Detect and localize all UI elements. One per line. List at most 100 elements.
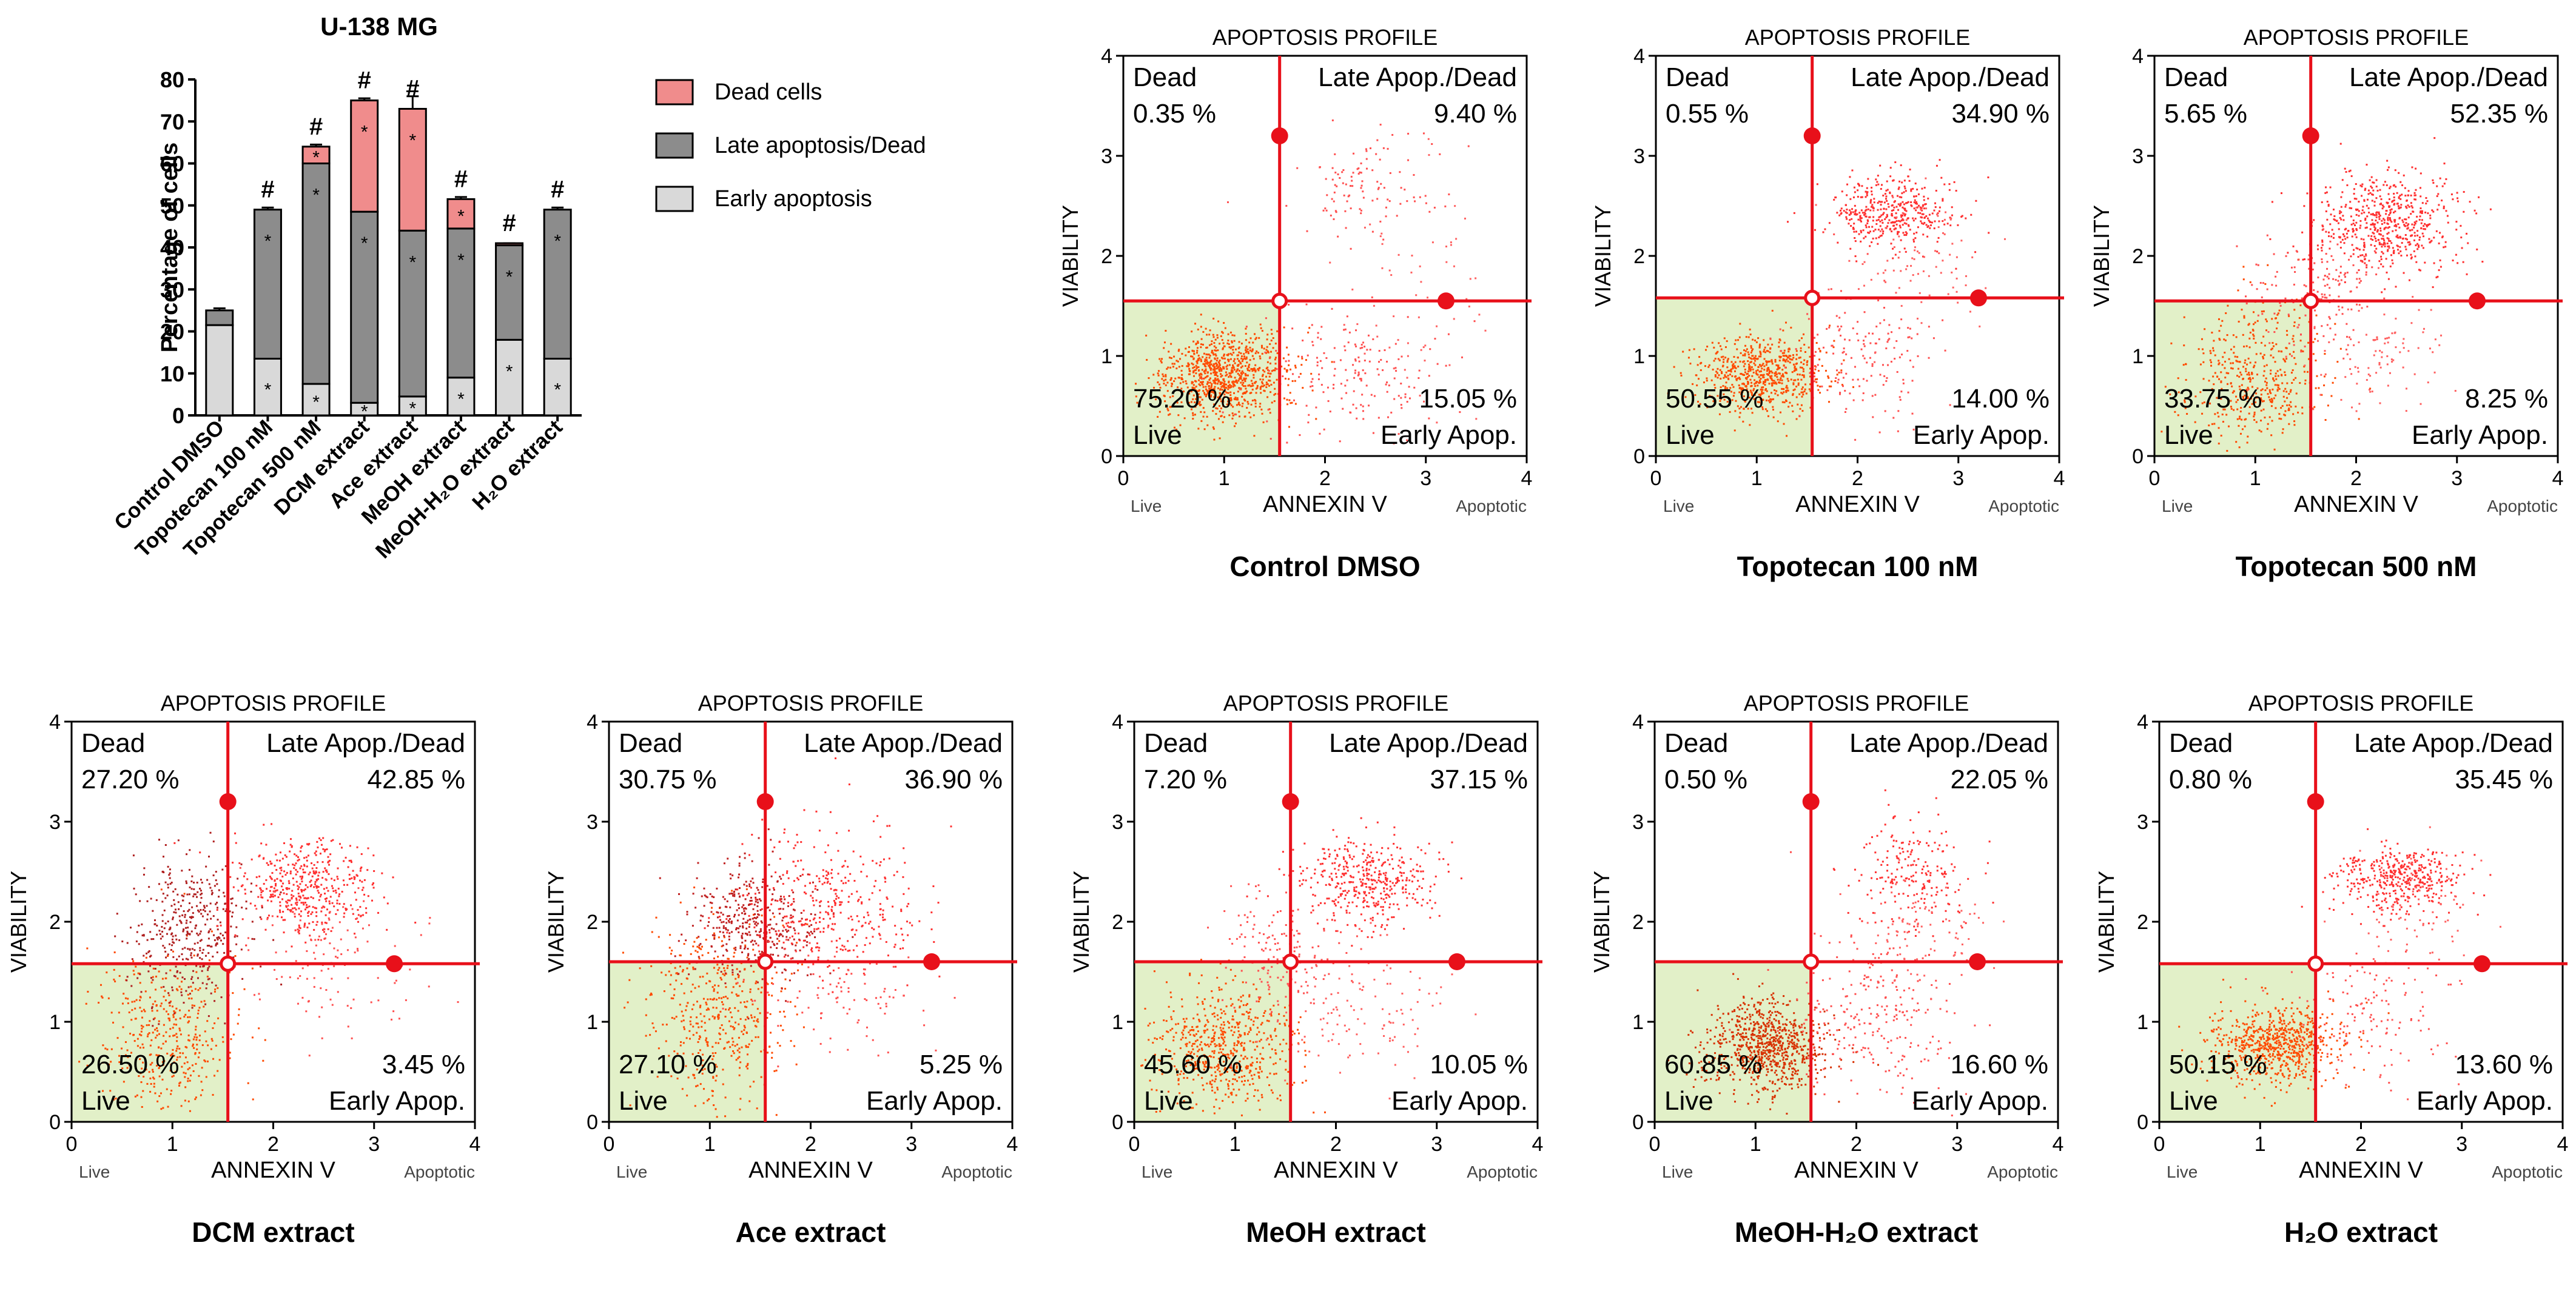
bar-significance-mark: * — [361, 402, 368, 422]
cell-event — [1157, 381, 1159, 383]
cell-event — [1184, 417, 1186, 419]
cell-event — [2455, 229, 2457, 230]
cell-event — [1885, 198, 1887, 200]
cell-event — [1182, 365, 1183, 367]
cell-event — [2363, 242, 2365, 244]
cell-event — [1762, 375, 1764, 377]
cell-event — [1290, 369, 1291, 371]
cell-event — [1243, 353, 1245, 355]
cell-event — [1908, 337, 1909, 338]
cell-event — [1864, 311, 1866, 313]
cell-event — [1232, 406, 1234, 407]
cell-event — [331, 930, 332, 932]
cell-event — [1290, 392, 1291, 394]
cell-event — [2279, 388, 2281, 390]
cell-event — [1267, 361, 1269, 363]
cell-event — [343, 884, 345, 886]
cell-event — [1863, 343, 1865, 345]
cell-event — [2257, 320, 2259, 322]
cell-event — [1817, 334, 1818, 335]
cell-event — [162, 936, 164, 937]
cell-event — [1276, 368, 1278, 370]
cell-event — [1360, 163, 1362, 164]
cell-event — [1841, 363, 1843, 365]
cell-event — [212, 1040, 214, 1042]
cell-event — [1221, 375, 1223, 377]
cell-event — [1262, 369, 1264, 371]
cell-event — [2291, 355, 2293, 357]
cell-event — [183, 1016, 185, 1018]
cell-event — [1320, 338, 1322, 340]
cell-event — [2280, 305, 2282, 307]
cell-event — [2423, 247, 2424, 249]
cell-event — [1262, 383, 1263, 384]
cell-event — [193, 1070, 195, 1072]
cell-event — [150, 938, 152, 940]
cell-event — [1366, 168, 1368, 170]
cell-event — [1809, 388, 1811, 390]
cell-event — [1795, 358, 1797, 360]
cell-event — [2324, 192, 2326, 194]
cell-event — [1880, 230, 1882, 232]
cell-event — [1885, 227, 1886, 229]
cell-event — [254, 938, 255, 940]
cell-event — [1888, 338, 1890, 340]
cell-event — [1250, 337, 1252, 339]
cell-event — [1892, 239, 1894, 241]
cell-event — [1840, 335, 1841, 337]
cell-event — [1266, 384, 1268, 386]
cell-event — [1234, 398, 1236, 400]
cell-event — [1987, 176, 1989, 178]
cell-event — [1861, 209, 1863, 211]
cell-event — [1772, 363, 1774, 364]
cell-event — [2415, 168, 2416, 170]
cell-event — [1883, 272, 1885, 274]
cell-event — [2277, 322, 2279, 324]
cell-event — [2358, 201, 2359, 203]
cell-event — [1771, 375, 1772, 377]
cell-event — [220, 922, 221, 924]
cell-event — [1268, 385, 1270, 387]
cell-event — [2278, 413, 2280, 415]
cell-event — [1905, 202, 1907, 204]
cell-event — [1919, 292, 1921, 294]
cell-event — [2210, 359, 2211, 361]
cell-event — [1866, 226, 1868, 228]
cell-event — [2378, 218, 2380, 220]
cell-event — [1229, 346, 1231, 348]
cell-event — [1301, 358, 1303, 360]
cell-event — [1362, 410, 1364, 412]
cell-event — [1242, 384, 1243, 386]
cell-event — [2304, 258, 2305, 260]
cell-event — [1201, 338, 1203, 340]
x-axis-low-label: Live — [1131, 497, 1162, 515]
cell-event — [160, 933, 161, 935]
cell-event — [1302, 387, 1303, 389]
cell-event — [1208, 364, 1210, 366]
cell-event — [196, 1044, 198, 1045]
cell-event — [1249, 347, 1251, 349]
cell-event — [1802, 386, 1804, 388]
cell-event — [1764, 351, 1766, 353]
cell-event — [130, 927, 132, 928]
cell-event — [194, 943, 196, 945]
cell-event — [2253, 366, 2255, 368]
cell-event — [1774, 375, 1776, 377]
cell-event — [1419, 196, 1421, 198]
cell-event — [1956, 190, 1957, 192]
cell-event — [251, 883, 252, 885]
cell-event — [1372, 231, 1374, 233]
cell-event — [1185, 380, 1186, 382]
bar-segment — [496, 246, 523, 340]
cell-event — [1214, 374, 1216, 376]
cell-event — [172, 1014, 174, 1016]
cell-event — [1917, 273, 1919, 275]
cell-event — [1276, 379, 1278, 381]
cell-event — [2380, 256, 2382, 258]
cell-event — [1202, 356, 1203, 358]
cell-event — [1874, 361, 1875, 363]
cell-event — [2409, 280, 2410, 281]
cell-event — [184, 1099, 186, 1101]
cell-event — [1400, 383, 1402, 384]
